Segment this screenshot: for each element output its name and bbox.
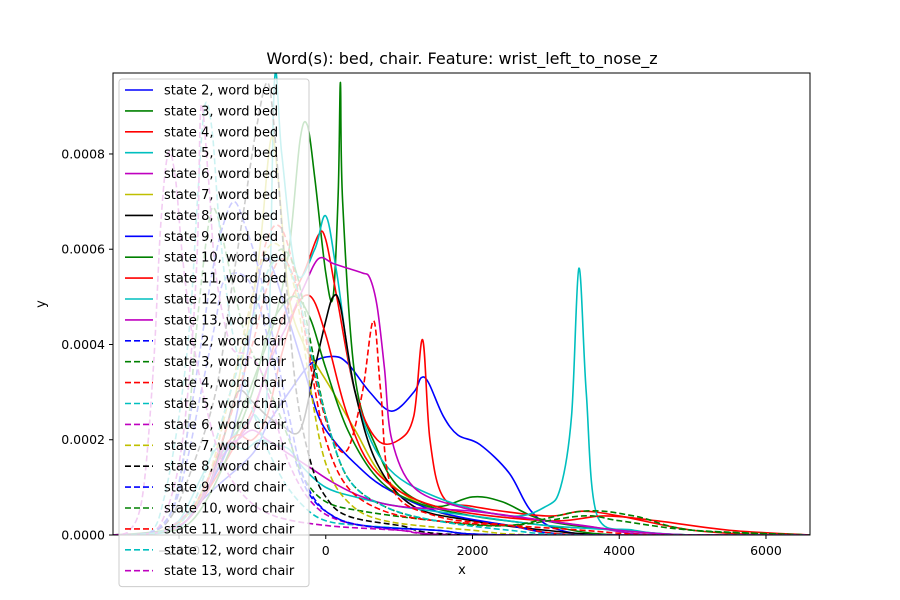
legend-entry: state 5, word chair — [164, 397, 287, 412]
legend-entry: state 13, word chair — [164, 564, 295, 579]
legend-entry: state 12, word bed — [164, 293, 286, 308]
y-axis-ticks: 0.0000 0.0002 0.0004 0.0006 0.0008 — [61, 146, 113, 543]
x-tick-label: 2000 — [457, 543, 489, 558]
legend-entry: state 7, word chair — [164, 439, 287, 454]
y-tick-label: 0.0000 — [61, 528, 105, 543]
legend-entry: state 9, word bed — [164, 230, 278, 245]
legend-entry: state 2, word bed — [164, 84, 278, 99]
legend-entry: state 13, word bed — [164, 313, 286, 328]
legend-entry: state 6, word chair — [164, 418, 287, 433]
chart-title: Word(s): bed, chair. Feature: wrist_left… — [266, 49, 657, 69]
y-tick-label: 0.0006 — [61, 242, 105, 257]
legend-entry: state 5, word bed — [164, 146, 278, 161]
legend-entry: state 12, word chair — [164, 543, 295, 558]
legend-entry: state 11, word chair — [164, 522, 295, 537]
legend-entry: state 3, word chair — [164, 355, 287, 370]
x-axis-label: x — [458, 563, 466, 578]
legend-entry: state 9, word chair — [164, 481, 287, 496]
x-tick-label: 4000 — [603, 543, 635, 558]
legend-entry: state 2, word chair — [164, 334, 287, 349]
legend-entry: state 6, word bed — [164, 167, 278, 182]
legend-entry: state 3, word bed — [164, 104, 278, 119]
legend-entry: state 10, word chair — [164, 502, 295, 517]
legend-entry: state 8, word chair — [164, 460, 287, 475]
legend-entry: state 8, word bed — [164, 209, 278, 224]
legend-entry: state 4, word bed — [164, 125, 278, 140]
y-tick-label: 0.0002 — [61, 432, 105, 447]
y-tick-label: 0.0008 — [61, 146, 105, 161]
legend-box — [118, 78, 310, 588]
legend-entry: state 10, word bed — [164, 251, 286, 266]
y-axis-label: y — [34, 300, 49, 308]
x-tick-label: 0 — [322, 543, 330, 558]
legend-entry: state 4, word chair — [164, 376, 287, 391]
legend-entry: state 11, word bed — [164, 272, 286, 287]
legend: state 2, word bed state 3, word bed state … — [118, 78, 310, 588]
y-tick-label: 0.0004 — [61, 337, 105, 352]
legend-entry: state 7, word bed — [164, 188, 278, 203]
series-line-15 — [113, 224, 810, 535]
x-tick-label: 6000 — [750, 543, 782, 558]
plot-frame — [112, 72, 811, 536]
